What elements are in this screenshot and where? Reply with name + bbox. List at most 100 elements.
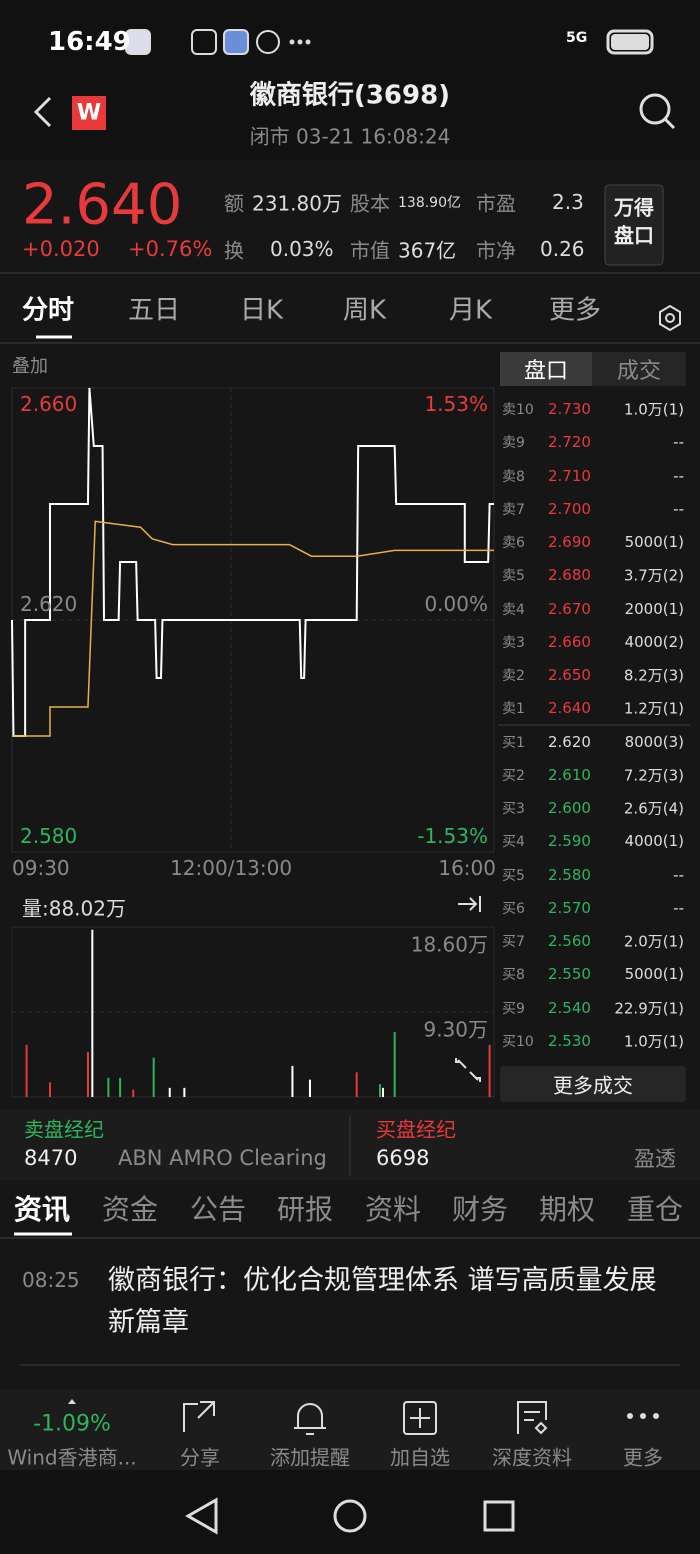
- button-text[interactable]: 盘口: [614, 223, 654, 248]
- y2-tick-label: -1.53%: [417, 824, 488, 848]
- tab[interactable]: 分时: [22, 295, 75, 326]
- book-volume: 1.0万(1): [623, 400, 684, 419]
- book-price: 2.550: [548, 965, 591, 984]
- stat-value: 0.26: [540, 237, 585, 261]
- network: 5G: [566, 30, 588, 46]
- x-tick-label: 12:00/13:00: [170, 856, 293, 880]
- book-price: 2.690: [548, 533, 591, 552]
- book-volume: 4000(1): [624, 832, 684, 851]
- book-price: 2.560: [548, 932, 591, 951]
- news-tab[interactable]: 财务: [452, 1193, 509, 1226]
- bottom-item[interactable]: 深度资料: [492, 1445, 572, 1470]
- book-price: 2.660: [548, 632, 591, 651]
- book-price: 2.670: [548, 599, 591, 618]
- stat-label: 股本: [350, 191, 390, 216]
- book-price: 2.610: [548, 765, 591, 784]
- book-price: 2.620: [548, 732, 591, 751]
- volume-label: 量:88.02万: [22, 896, 126, 921]
- book-price: 2.720: [548, 433, 591, 452]
- book-volume: 2.0万(1): [623, 932, 684, 951]
- price: 2.640: [22, 172, 183, 238]
- book-volume: 1.0万(1): [623, 1032, 684, 1051]
- book-volume: --: [673, 433, 684, 452]
- book-price: 2.540: [548, 998, 591, 1017]
- book-price: 2.730: [548, 400, 591, 418]
- news-title[interactable]: 徽商银行：优化合规管理体系 谱写高质量发展新篇章: [108, 1265, 657, 1338]
- more-trades[interactable]: 更多成交: [553, 1073, 633, 1098]
- volume-bar: [488, 1044, 491, 1097]
- volume-bar: [25, 1044, 28, 1097]
- stat-value: 367亿: [398, 238, 457, 263]
- broker-name: 盈透: [634, 1147, 676, 1171]
- book-volume: 3.7万(2): [623, 566, 684, 585]
- book-label: 买7: [502, 934, 525, 951]
- news-time: 08:25: [22, 1268, 80, 1292]
- book-price: 2.600: [548, 799, 591, 818]
- news-tab[interactable]: 资金: [102, 1193, 159, 1226]
- change-pct: +0.76%: [128, 237, 213, 261]
- book-label: 买9: [502, 1000, 525, 1017]
- title: 徽商银行(3698): [249, 80, 451, 111]
- news-tab[interactable]: 期权: [539, 1193, 596, 1226]
- logo-box: [72, 96, 106, 130]
- top-bg: [0, 0, 700, 160]
- y2-tick-label: 0.00%: [424, 592, 488, 616]
- logo: W: [76, 100, 102, 126]
- stat-label: 市净: [476, 238, 516, 263]
- bottom-item[interactable]: 分享: [180, 1445, 220, 1470]
- y-tick-label: 2.580: [20, 824, 78, 848]
- news-tab[interactable]: 资料: [365, 1193, 422, 1226]
- button-box[interactable]: [604, 184, 664, 266]
- price-line: [12, 520, 494, 737]
- bottom-item[interactable]: 添加提醒: [270, 1445, 350, 1470]
- news-tab[interactable]: 资讯: [14, 1193, 71, 1226]
- volume-bar: [168, 1087, 171, 1097]
- index-name[interactable]: Wind香港商...: [7, 1445, 137, 1470]
- book-price: 2.650: [548, 666, 591, 685]
- bottom-item[interactable]: 更多: [623, 1445, 663, 1470]
- book-label: 卖1: [502, 701, 525, 718]
- more-btn-bg[interactable]: [500, 1066, 686, 1102]
- book-tab[interactable]: 盘口: [523, 359, 569, 384]
- overlay: 叠加: [12, 356, 48, 377]
- stat-value: 138.90亿: [398, 195, 461, 211]
- bottom-item[interactable]: 加自选: [390, 1445, 450, 1470]
- book-price: 2.570: [548, 898, 591, 917]
- book-tab[interactable]: 成交: [616, 359, 662, 384]
- tab[interactable]: 更多: [549, 295, 602, 326]
- book-label: 卖4: [502, 601, 525, 618]
- volume-bar: [119, 1077, 122, 1097]
- tab[interactable]: 月K: [449, 295, 493, 326]
- book-label: 买6: [502, 900, 525, 917]
- dividers: [0, 272, 700, 1366]
- book-volume: --: [673, 499, 684, 518]
- book-label: 卖9: [502, 435, 525, 452]
- news-tab[interactable]: 研报: [277, 1193, 334, 1226]
- index-change[interactable]: -1.09%: [33, 1411, 111, 1437]
- book-price: 2.530: [548, 1031, 591, 1050]
- volume-bar: [355, 1072, 358, 1097]
- news-tab[interactable]: 重仓: [627, 1193, 684, 1226]
- volume-bar: [132, 1089, 135, 1097]
- book-volume: 2.6万(4): [623, 799, 684, 818]
- tab[interactable]: 五日: [128, 295, 181, 326]
- tab-bg[interactable]: [592, 352, 686, 386]
- book-label: 买4: [502, 834, 525, 851]
- book-label: 买2: [502, 767, 525, 784]
- broker-title: 买盘经纪: [376, 1117, 456, 1142]
- volume-bar: [393, 1032, 396, 1097]
- tab[interactable]: 日K: [240, 295, 284, 326]
- news-tab[interactable]: 公告: [190, 1193, 247, 1226]
- broker-code: 8470: [24, 1146, 78, 1170]
- broker-name: ABN AMRO Clearing: [118, 1146, 327, 1170]
- book-label: 卖8: [502, 468, 525, 485]
- book-label: 卖7: [502, 501, 525, 518]
- broker-title: 卖盘经纪: [24, 1117, 104, 1142]
- volume-bar: [381, 1087, 384, 1097]
- nav-bar-bg: [0, 1470, 700, 1554]
- status-icons: [33, 29, 681, 1535]
- button-text[interactable]: 万得: [614, 195, 654, 220]
- tab[interactable]: 周K: [343, 295, 387, 326]
